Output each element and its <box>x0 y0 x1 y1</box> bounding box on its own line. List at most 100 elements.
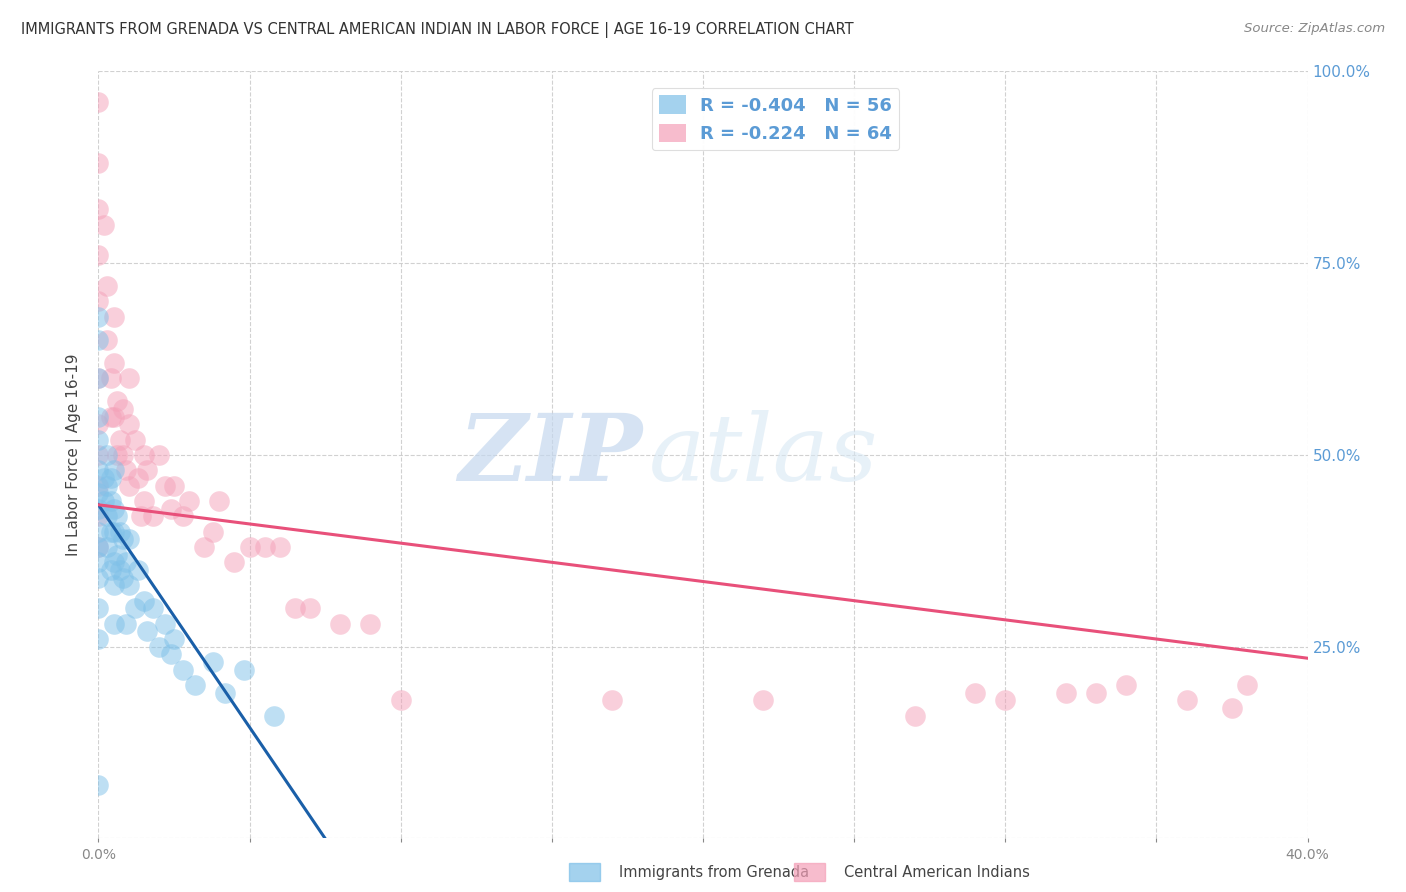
Point <box>96 333 118 347</box>
Point <box>103 616 125 631</box>
Point <box>87 156 110 170</box>
Point <box>118 533 141 547</box>
Point <box>1085 686 1108 700</box>
Point <box>96 509 118 524</box>
Point <box>103 501 125 516</box>
Point <box>602 693 624 707</box>
Point <box>87 486 110 500</box>
Point <box>87 371 110 385</box>
Point <box>100 471 122 485</box>
Point <box>87 294 110 309</box>
Point <box>100 563 122 577</box>
Point <box>179 494 201 508</box>
Point <box>153 616 176 631</box>
Point <box>135 463 157 477</box>
Point <box>202 524 225 539</box>
Point <box>108 563 131 577</box>
Point <box>239 540 262 554</box>
Point <box>118 417 141 432</box>
Point <box>96 478 118 492</box>
Point <box>111 533 134 547</box>
Point <box>108 524 131 539</box>
Point <box>114 463 136 477</box>
Point <box>103 310 125 324</box>
Point <box>105 394 128 409</box>
Point <box>132 593 155 607</box>
Point <box>253 540 276 554</box>
Point <box>96 279 118 293</box>
Point <box>103 578 125 592</box>
Point <box>299 601 322 615</box>
Point <box>111 571 134 585</box>
Point <box>127 471 149 485</box>
Point <box>87 333 110 347</box>
Point <box>87 540 110 554</box>
Point <box>103 356 125 370</box>
Point <box>1054 686 1077 700</box>
Point <box>87 509 110 524</box>
Point <box>87 555 110 569</box>
Point <box>118 371 141 385</box>
Point <box>124 601 146 615</box>
Point <box>153 478 176 492</box>
Point <box>87 632 110 646</box>
Point <box>87 433 110 447</box>
Point <box>118 478 141 492</box>
Point <box>105 448 128 462</box>
Point <box>1220 701 1243 715</box>
Point <box>108 433 131 447</box>
Point <box>87 417 110 432</box>
Point <box>284 601 307 615</box>
Point <box>87 371 110 385</box>
Text: Central American Indians: Central American Indians <box>844 865 1029 880</box>
Point <box>224 555 246 569</box>
Point <box>87 571 110 585</box>
Point <box>103 524 125 539</box>
Point <box>994 693 1017 707</box>
Point <box>87 778 110 792</box>
Point <box>202 655 225 669</box>
Point <box>752 693 775 707</box>
Point <box>208 494 231 508</box>
Point <box>129 509 152 524</box>
Point <box>1175 693 1198 707</box>
Point <box>118 578 141 592</box>
Point <box>87 202 110 217</box>
Point <box>142 601 165 615</box>
Point <box>93 218 115 232</box>
Point <box>193 540 215 554</box>
Point <box>111 401 134 416</box>
Point <box>87 463 110 477</box>
Point <box>87 501 110 516</box>
Point <box>389 693 412 707</box>
Point <box>329 616 352 631</box>
Text: IMMIGRANTS FROM GRENADA VS CENTRAL AMERICAN INDIAN IN LABOR FORCE | AGE 16-19 CO: IMMIGRANTS FROM GRENADA VS CENTRAL AMERI… <box>21 22 853 38</box>
Point <box>163 478 186 492</box>
Point <box>360 616 382 631</box>
Point <box>132 494 155 508</box>
Point <box>103 409 125 424</box>
Point <box>114 616 136 631</box>
Point <box>148 640 170 654</box>
Point <box>93 471 115 485</box>
Point <box>172 663 194 677</box>
Point <box>160 648 183 662</box>
Point <box>87 248 110 262</box>
Point <box>87 478 110 492</box>
Point <box>87 409 110 424</box>
Point <box>127 563 149 577</box>
Point <box>135 624 157 639</box>
Point <box>184 678 207 692</box>
Text: Source: ZipAtlas.com: Source: ZipAtlas.com <box>1244 22 1385 36</box>
Point <box>103 555 125 569</box>
Point <box>114 555 136 569</box>
Point <box>87 95 110 109</box>
Point <box>100 494 122 508</box>
Point <box>124 433 146 447</box>
Point <box>163 632 186 646</box>
Point <box>100 409 122 424</box>
Point <box>93 494 115 508</box>
Point <box>87 601 110 615</box>
Point <box>87 524 110 539</box>
Point <box>142 509 165 524</box>
